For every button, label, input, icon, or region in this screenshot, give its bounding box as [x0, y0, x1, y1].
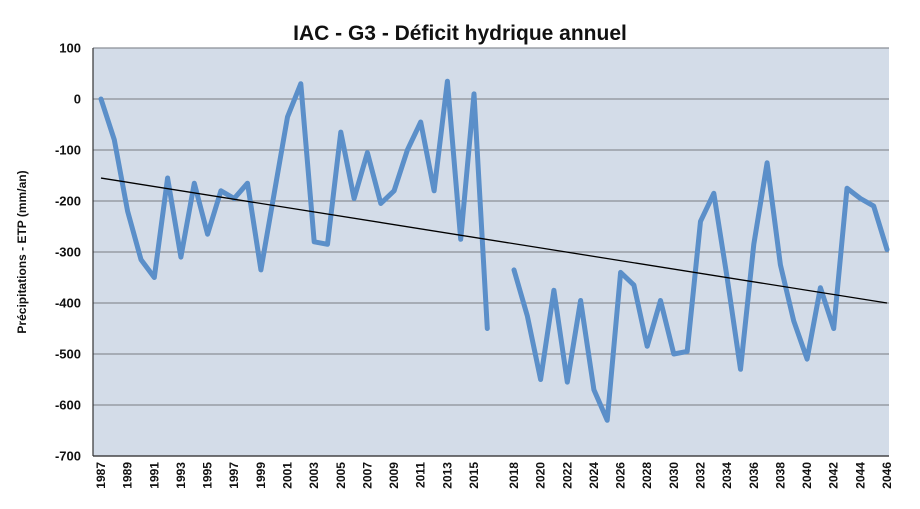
y-tick-label: -100: [55, 143, 81, 158]
y-tick-label: -700: [55, 449, 81, 464]
x-tick-label: 1991: [147, 462, 161, 489]
x-tick-label: 2026: [614, 462, 628, 489]
x-tick-label: 2005: [334, 462, 348, 489]
x-tick-label: 2018: [507, 462, 521, 489]
y-tick-label: -300: [55, 245, 81, 260]
x-tick-label: 2022: [560, 462, 574, 489]
series-line-deficit: [511, 160, 890, 423]
y-tick-label: 100: [59, 41, 81, 56]
y-tick-label: -200: [55, 194, 81, 209]
x-tick-label: 1987: [94, 462, 108, 489]
y-tick-label: -500: [55, 347, 81, 362]
series-line-deficit: [98, 78, 490, 331]
x-tick-label: 2046: [880, 462, 894, 489]
x-tick-label: 2020: [534, 462, 548, 489]
x-tick-label: 2013: [440, 462, 454, 489]
tick-labels: 100 0 -100 -200 -300 -400 -500 -600 -700 1987 1989…: [55, 41, 894, 489]
x-tick-label: 1999: [254, 462, 268, 489]
series-layer: [98, 78, 890, 423]
y-tick-label: 0: [74, 92, 81, 107]
x-tick-label: 2009: [387, 462, 401, 489]
x-tick-label: 2001: [281, 462, 295, 489]
y-axis-label: Précipitations - ETP (mm/an): [15, 170, 29, 333]
x-tick-label: 2034: [720, 462, 734, 489]
x-tick-label: 1993: [174, 462, 188, 489]
x-tick-label: 2040: [800, 462, 814, 489]
axes: [92, 48, 889, 457]
x-tick-label: 2036: [747, 462, 761, 489]
x-tick-label: 2042: [827, 462, 841, 489]
x-tick-label: 2007: [360, 462, 374, 489]
x-tick-label: 2044: [853, 462, 867, 489]
x-tick-label: 1997: [227, 462, 241, 489]
x-tick-label: 2011: [414, 462, 428, 488]
trend-line: [100, 177, 888, 304]
chart-title: IAC - G3 - Déficit hydrique annuel: [293, 22, 627, 45]
x-tick-label: 1995: [201, 462, 215, 489]
x-tick-label: 1989: [121, 462, 135, 489]
x-tick-label: 2032: [693, 462, 707, 489]
x-tick-label: 2003: [307, 462, 321, 489]
x-tick-label: 2028: [640, 462, 654, 489]
x-tick-label: 2030: [667, 462, 681, 489]
x-tick-label: 2024: [587, 462, 601, 489]
y-tick-label: -600: [55, 398, 81, 413]
x-tick-label: 2015: [467, 462, 481, 489]
y-tick-label: -400: [55, 296, 81, 311]
x-tick-label: 2038: [773, 462, 787, 489]
